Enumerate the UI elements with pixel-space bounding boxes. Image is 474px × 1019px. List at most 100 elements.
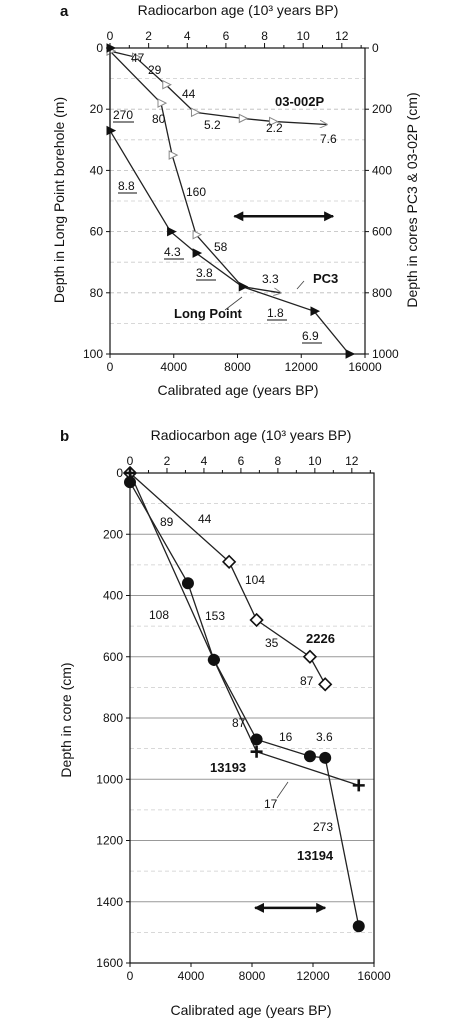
data-point [162,79,172,90]
right-y-tick-label: 600 [372,225,392,239]
data-point [192,229,203,240]
data-point [207,653,220,666]
annotation: 273 [313,820,333,834]
annotation: 5.2 [204,118,221,132]
top-x-tick-label: 4 [184,29,191,43]
x-tick-label: 4000 [178,969,205,983]
x-tick-label: 8000 [239,969,266,983]
panel-a-x-axis-label: Calibrated age (years BP) [157,382,318,398]
top-x-tick-label: 2 [164,454,171,468]
data-point [167,226,177,237]
panel-a-right-y-axis-label: Depth in cores PC3 & 03-02P (cm) [404,92,420,307]
y-tick-label: 0 [116,466,123,480]
data-point [352,920,365,933]
annotation: 160 [186,185,206,199]
series-line-13193 [129,472,359,786]
top-x-tick-label: 12 [335,29,349,43]
data-point [190,107,201,118]
data-point [192,248,203,258]
annotation: 16 [279,730,293,744]
top-x-tick-label: 6 [223,29,230,43]
data-point [181,577,194,590]
series-label-long-point: Long Point [174,306,243,321]
x-tick-label: 0 [107,360,114,374]
y-tick-label: 1000 [96,772,123,786]
data-point [310,306,321,316]
y-tick-label: 200 [103,527,123,541]
annotation: 17 [264,797,278,811]
annotation: 8.8 [118,179,135,193]
label-leader-line [224,296,243,311]
annotation: 7.6 [320,132,337,146]
series-line-pc3 [109,50,281,293]
annotation: 6.9 [302,329,319,343]
top-x-tick-label: 4 [201,454,208,468]
data-point [106,43,117,53]
series-label-03-002p: 03-002P [275,94,324,109]
panel-a-y-axis-label: Depth in Long Point borehole (m) [51,97,67,303]
annotation: 87 [300,674,314,688]
annotation: 104 [245,573,265,587]
panel-b-series [122,465,365,933]
y-tick-label: 400 [103,589,123,603]
right-y-tick-label: 0 [372,41,379,55]
right-y-tick-label: 800 [372,286,392,300]
panel-a-grid [110,78,365,324]
panel-a: a Radiocarbon age (10³ years BP) Calibra… [51,2,420,398]
data-point [124,476,136,489]
data-point [249,612,264,628]
x-tick-label: 8000 [224,360,251,374]
y-tick-label: 60 [90,225,104,239]
right-y-tick-label: 200 [372,102,392,116]
data-point [221,554,237,569]
panel-b-annotations: 44 89 104 108 153 35 87 87 16 3.6 17 273… [149,512,335,863]
panel-b-letter: b [60,428,69,445]
data-point [106,125,117,136]
annotation: 29 [148,63,162,77]
annotation: 80 [152,112,166,126]
top-x-tick-label: 10 [297,29,311,43]
x-tick-label: 12000 [296,969,330,983]
y-tick-label: 800 [103,711,123,725]
y-tick-label: 1400 [96,895,123,909]
data-point [168,150,179,160]
data-point [238,113,249,124]
panel-b-y-axis-label: Depth in core (cm) [58,662,74,777]
top-x-tick-label: 0 [127,454,134,468]
top-x-tick-label: 8 [275,454,282,468]
panel-a-series [106,43,356,359]
annotation: 4.3 [164,245,181,259]
annotation: 47 [131,51,145,65]
label-leader-line [276,781,289,799]
y-tick-label: 40 [90,163,104,177]
y-tick-label: 80 [90,286,104,300]
top-x-tick-label: 8 [261,29,268,43]
right-y-tick-label: 400 [372,163,392,177]
data-point [319,751,332,764]
annotation: 44 [198,512,212,526]
series-label-13194: 13194 [297,848,334,863]
y-tick-label: 600 [103,650,123,664]
data-point [269,116,279,127]
series-label-2226: 2226 [306,631,335,646]
right-y-tick-label: 1000 [372,347,399,361]
top-x-tick-label: 2 [145,29,152,43]
series-line-2226 [129,472,326,685]
data-point [352,779,365,792]
data-point [250,733,263,746]
data-point [250,745,263,758]
data-point [132,52,142,62]
data-point [345,349,356,359]
panel-b-top-axis-label: Radiocarbon age (10³ years BP) [151,427,352,443]
y-tick-label: 1600 [96,956,123,970]
annotation: 108 [149,608,169,622]
panel-a-letter: a [60,3,69,20]
panel-b: b Radiocarbon age (10³ years BP) Calibra… [58,427,391,1018]
x-tick-label: 16000 [348,360,382,374]
top-x-tick-label: 0 [107,29,114,43]
annotation: 3.3 [262,272,279,286]
top-x-tick-label: 10 [308,454,322,468]
data-point [238,281,249,292]
